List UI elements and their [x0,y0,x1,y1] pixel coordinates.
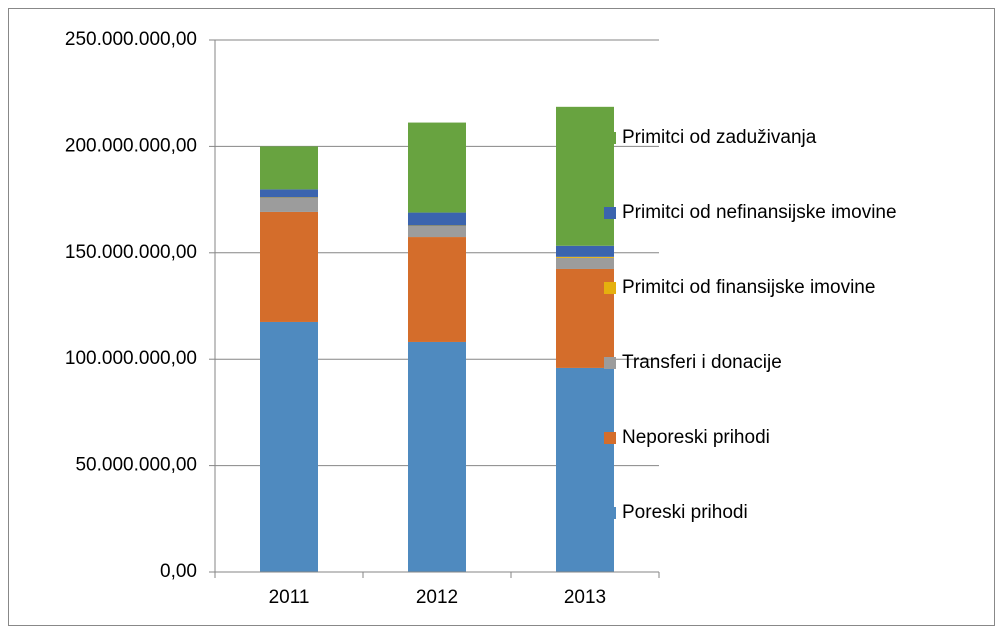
legend-item: Transferi i donacije [602,348,997,378]
legend-swatch [604,356,616,369]
y-tick-label: 100.000.000,00 [65,348,197,369]
legend-item: Primitci od nefinansijske imovine [602,198,997,228]
bar-segment [260,146,318,190]
legend-item: Primitci od zaduživanja [602,123,997,153]
legend-swatch [604,281,616,294]
y-tick-label: 150.000.000,00 [65,242,197,263]
legend: Primitci od zaduživanja Primitci od nefin… [602,100,997,550]
y-tick-label: 250.000.000,00 [65,29,197,50]
legend-swatch [604,131,616,144]
bar-segment [556,367,614,572]
bar-segment [556,245,614,257]
bar-segment [408,225,466,238]
bar-segment [408,212,466,226]
legend-label: Primitci od zaduživanja [622,126,817,148]
bar-segment [408,341,466,572]
bar-segment [408,122,466,213]
legend-item: Primitci od finansijske imovine [602,273,997,303]
bar-segment [556,256,614,258]
legend-label: Primitci od nefinansijske imovine [622,201,897,223]
x-tick-label: 2013 [564,587,606,608]
bar-segment [260,321,318,572]
legend-swatch [604,431,616,444]
bar-segment [556,257,614,269]
x-tick-label: 2012 [416,587,458,608]
legend-swatch [604,506,616,519]
legend-label: Poreski prihodi [622,501,748,523]
bar-segment [408,237,466,342]
y-tick-label: 200.000.000,00 [65,135,197,156]
legend-label: Primitci od finansijske imovine [622,276,876,298]
legend-swatch [604,206,616,219]
bar-segment [260,211,318,322]
x-tick-label: 2011 [269,587,310,608]
y-tick-label: 0,00 [160,561,197,582]
chart-border [8,8,995,626]
bar-segment [260,197,318,212]
legend-label: Neporeski prihodi [622,426,770,448]
legend-item: Neporeski prihodi [602,423,997,453]
legend-label: Transferi i donacije [622,351,782,373]
bar-segment [556,106,614,246]
y-tick-label: 50.000.000,00 [75,455,197,476]
legend-item: Poreski prihodi [602,498,997,528]
bar-segment [260,189,318,198]
